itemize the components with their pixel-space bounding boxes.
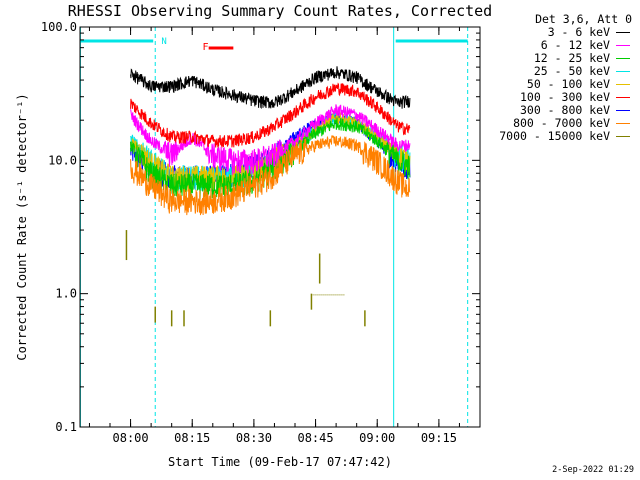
- x-tick-label: 08:45: [297, 431, 333, 445]
- y-tick-label: 0.1: [55, 420, 77, 434]
- legend-entry: 3 - 6 keV: [482, 26, 632, 39]
- legend-entry: 12 - 25 keV: [482, 52, 632, 65]
- y-tick-label: 100.0: [41, 20, 77, 34]
- legend-label: 25 - 50 keV: [533, 64, 610, 78]
- series-line-0: [130, 66, 411, 110]
- y-axis: 0.1 1.0 10.0 100.0: [41, 20, 480, 434]
- legend-entry: 25 - 50 keV: [482, 65, 632, 78]
- legend-swatch: [616, 32, 630, 33]
- legend-header: Det 3,6, Att 0: [535, 12, 632, 26]
- legend-label: 800 - 7000 keV: [513, 116, 610, 130]
- series-line-5: [130, 82, 411, 148]
- legend-entry: 100 - 300 keV: [482, 91, 632, 104]
- x-tick-label: 08:15: [174, 431, 210, 445]
- legend-swatch: [616, 136, 630, 137]
- legend-swatch: [616, 58, 630, 59]
- legend-label: 100 - 300 keV: [519, 90, 610, 104]
- x-tick-label: 09:15: [421, 431, 457, 445]
- legend: Det 3,6, Att 0 3 - 6 keV 6 - 12 keV 12 - 2…: [482, 12, 632, 143]
- x-tick-label: 08:00: [113, 431, 149, 445]
- footer-date: 2-Sep-2022 01:29: [552, 465, 634, 475]
- legend-label: 6 - 12 keV: [540, 38, 610, 52]
- legend-label: 50 - 100 keV: [526, 77, 610, 91]
- legend-entry: 6 - 12 keV: [482, 39, 632, 52]
- legend-swatch: [616, 97, 630, 98]
- annotation-n: N: [161, 37, 166, 47]
- legend-swatch: [616, 45, 630, 46]
- x-tick-label: 08:30: [236, 431, 272, 445]
- y-tick-label: 10.0: [48, 153, 77, 167]
- chart-title: RHESSI Observing Summary Count Rates, Co…: [68, 2, 492, 20]
- legend-entry: 50 - 100 keV: [482, 78, 632, 91]
- legend-label: 7000 - 15000 keV: [499, 129, 610, 143]
- legend-swatch: [616, 110, 630, 111]
- plot-frame: [79, 26, 481, 428]
- legend-label: 12 - 25 keV: [533, 51, 610, 65]
- annotation-f: F: [202, 42, 208, 53]
- legend-swatch: [616, 84, 630, 85]
- legend-entry: 7000 - 15000 keV: [482, 130, 632, 143]
- x-tick-label: 09:00: [359, 431, 395, 445]
- legend-entry: 800 - 7000 keV: [482, 117, 632, 130]
- legend-label: 300 - 800 keV: [519, 103, 610, 117]
- y-axis-label: Corrected Count Rate (s⁻¹ detector⁻¹): [15, 93, 29, 360]
- legend-swatch: [616, 123, 630, 124]
- legend-label: 3 - 6 keV: [547, 25, 610, 39]
- legend-entry: 300 - 800 keV: [482, 104, 632, 117]
- x-axis: 08:00 08:15 08:30 08:45 09:00 09:15: [88, 27, 481, 445]
- x-axis-label: Start Time (09-Feb-17 07:47:42): [168, 455, 392, 469]
- legend-swatch: [616, 71, 630, 72]
- y-tick-label: 1.0: [55, 287, 77, 301]
- series-line-1: [130, 104, 411, 175]
- series-line-7: [130, 135, 411, 216]
